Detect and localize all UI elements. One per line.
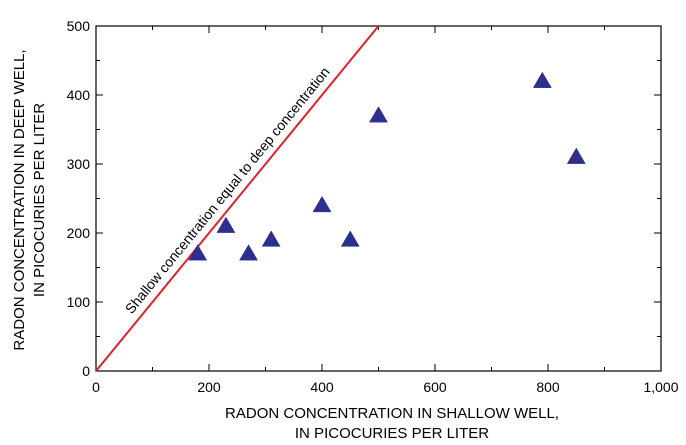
plot-frame	[96, 26, 661, 371]
reference-line-group: Shallow concentration equal to deep conc…	[96, 26, 379, 371]
x-tick-label: 1,000	[643, 379, 678, 395]
y-tick-label: 100	[67, 294, 91, 310]
x-tick-label: 400	[310, 379, 334, 395]
data-point-triangle	[370, 107, 388, 122]
x-axis-title-line-2: IN PICOCURIES PER LITER	[295, 425, 489, 442]
y-tick-label: 0	[82, 363, 90, 379]
y-axis-title-line-1: RADON CONCENTRATION IN DEEP WELL,	[11, 49, 28, 350]
data-point-triangle	[313, 196, 331, 211]
x-tick-label: 800	[536, 379, 560, 395]
reference-line	[96, 26, 379, 371]
data-point-triangle	[567, 148, 585, 163]
y-tick-label: 300	[67, 156, 91, 172]
y-axis-title-line-2: IN PICOCURIES PER LITER	[31, 103, 48, 297]
x-axis-title-line-1: RADON CONCENTRATION IN SHALLOW WELL,	[225, 405, 559, 422]
data-point-triangle	[189, 245, 207, 260]
data-point-triangle	[341, 231, 359, 246]
data-point-triangle	[262, 231, 280, 246]
plot-axes: 0 200 400 600 800 1,000 0 100 200 300 400 500	[67, 18, 679, 395]
x-tick-label: 600	[423, 379, 447, 395]
data-point-triangle	[533, 72, 551, 87]
y-tick-label: 500	[67, 18, 91, 34]
data-point-triangle	[240, 245, 258, 260]
reference-line-label: Shallow concentration equal to deep conc…	[122, 64, 333, 317]
x-tick-label: 200	[197, 379, 221, 395]
y-tick-label: 200	[67, 225, 91, 241]
x-tick-label: 0	[92, 379, 100, 395]
y-tick-label: 400	[67, 87, 91, 103]
